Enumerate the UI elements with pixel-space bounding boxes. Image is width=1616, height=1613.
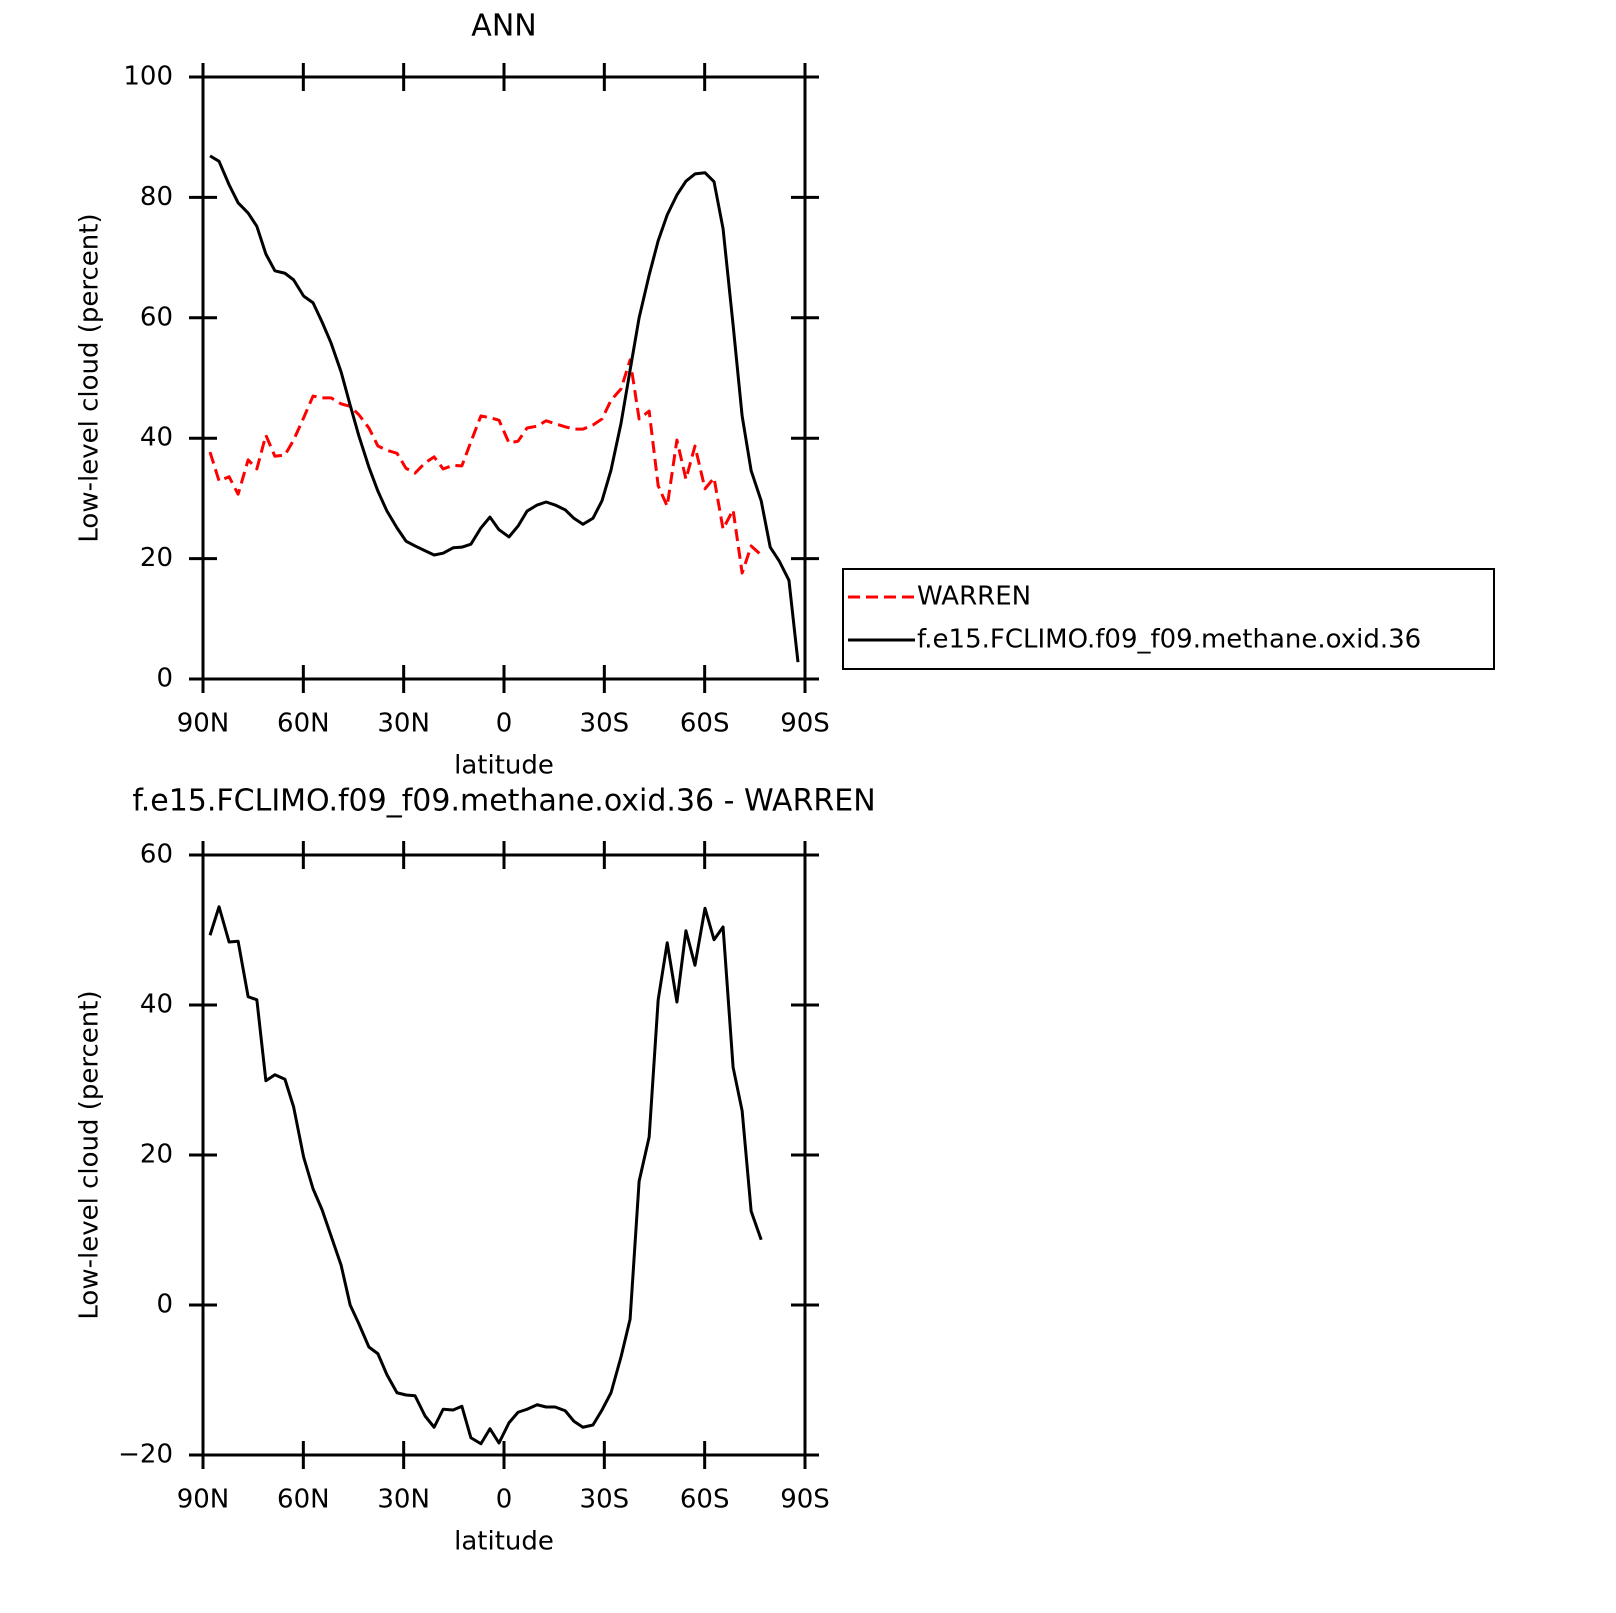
y-tick-label: 60: [140, 302, 173, 332]
x-tick-label: 60N: [277, 1485, 330, 1515]
x-tick-label: 30N: [377, 1485, 430, 1515]
y-tick-label: 0: [156, 1290, 173, 1320]
x-tick-label: 90S: [780, 709, 830, 739]
data-line: [208, 905, 763, 1446]
y-tick-label: 0: [156, 664, 173, 694]
chart-title: ANN: [471, 9, 536, 44]
chart-title: f.e15.FCLIMO.f09_f09.methane.oxid.36 - W…: [132, 784, 875, 819]
y-axis-label: Low-level cloud (percent): [75, 213, 105, 542]
y-tick-label: 40: [140, 990, 173, 1020]
x-tick-label: 90S: [780, 1485, 830, 1515]
x-tick-label: 0: [496, 1485, 513, 1515]
plot-frame: [201, 853, 807, 1457]
y-tick-label: 20: [140, 543, 173, 573]
x-axis-label: latitude: [454, 1527, 554, 1557]
x-tick-label: 60S: [680, 1485, 730, 1515]
legend-label: f.e15.FCLIMO.f09_f09.methane.oxid.36: [917, 625, 1421, 655]
x-tick-label: 30S: [580, 709, 630, 739]
y-tick-label: 40: [140, 423, 173, 453]
y-tick-label: 80: [140, 182, 173, 212]
x-axis-label: latitude: [454, 751, 554, 781]
y-tick-label: 100: [123, 62, 173, 92]
y-tick-label: 20: [140, 1140, 173, 1170]
x-tick-label: 60N: [277, 709, 330, 739]
y-tick-label: 60: [140, 840, 173, 870]
data-line: [209, 154, 800, 663]
y-axis-label: Low-level cloud (percent): [75, 990, 105, 1319]
x-tick-label: 30N: [377, 709, 430, 739]
x-tick-label: 90N: [177, 709, 230, 739]
y-tick-label: −20: [118, 1440, 173, 1470]
x-tick-label: 30S: [580, 1485, 630, 1515]
plot-frame: [201, 75, 807, 681]
legend-box: [842, 568, 1495, 670]
x-tick-label: 90N: [177, 1485, 230, 1515]
legend-label: WARREN: [917, 582, 1031, 612]
x-tick-label: 60S: [680, 709, 730, 739]
data-line: [208, 358, 763, 575]
x-tick-label: 0: [496, 709, 513, 739]
